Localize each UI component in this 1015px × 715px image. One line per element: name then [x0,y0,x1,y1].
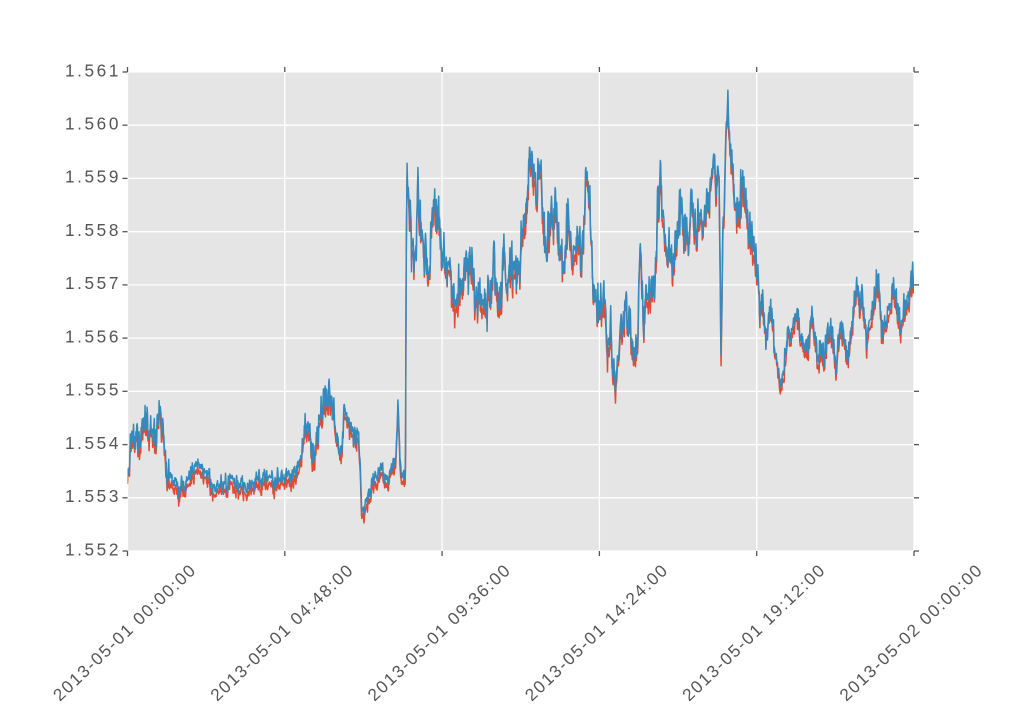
svg-text:1.557: 1.557 [65,273,121,293]
svg-text:1.556: 1.556 [65,326,121,346]
svg-text:1.555: 1.555 [65,380,121,400]
svg-text:1.559: 1.559 [65,167,121,187]
svg-text:1.552: 1.552 [65,539,121,559]
svg-text:1.561: 1.561 [65,60,121,80]
svg-text:1.554: 1.554 [65,433,121,453]
svg-text:1.560: 1.560 [65,114,121,134]
svg-text:1.553: 1.553 [65,486,121,506]
svg-text:1.558: 1.558 [65,220,121,240]
